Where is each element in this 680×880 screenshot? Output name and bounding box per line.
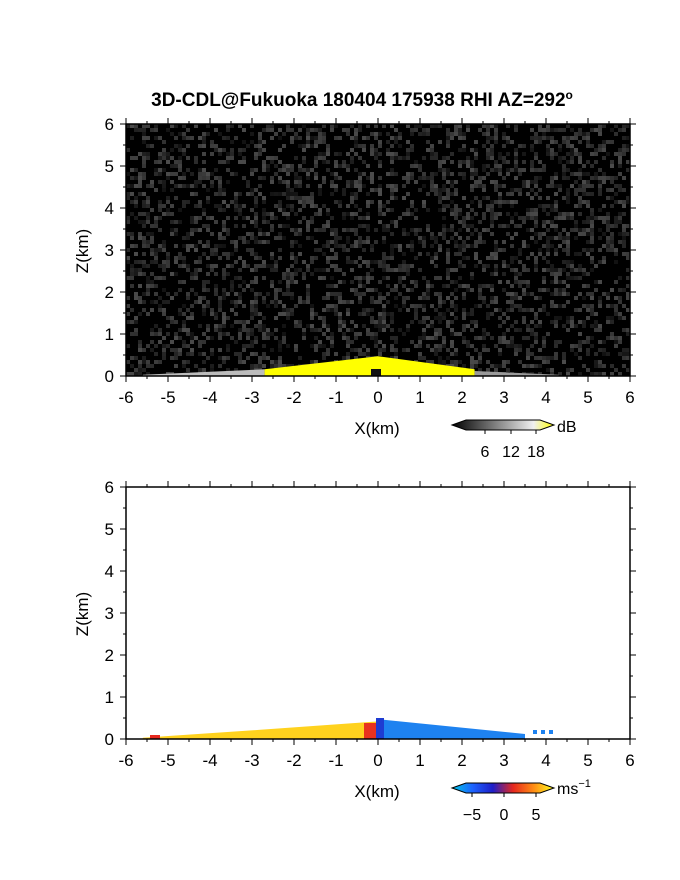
colorbar-tick-label: −5 xyxy=(463,807,481,824)
top-x-tick-label: -5 xyxy=(160,388,175,407)
bottom-y-tick-label: 5 xyxy=(105,520,114,539)
echo-layer xyxy=(142,356,559,376)
bottom-x-tick-label: 0 xyxy=(373,751,382,770)
bottom-x-tick-label: -6 xyxy=(118,751,133,770)
bottom-y-tick-label: 3 xyxy=(105,604,114,623)
bottom-plot-background xyxy=(126,487,630,739)
top-x-tick-label: 6 xyxy=(625,388,634,407)
top-x-tick-labels: -6 -5 -4 -3 -2 -1 0 1 2 3 4 5 6 xyxy=(118,388,634,407)
top-y-tick-label: 0 xyxy=(105,367,114,386)
top-y-axis-label: Z(km) xyxy=(73,229,92,273)
bottom-x-tick-label: 5 xyxy=(583,751,592,770)
top-y-tick-label: 4 xyxy=(105,199,114,218)
top-x-tick-label: -2 xyxy=(286,388,301,407)
bottom-x-tick-label: 1 xyxy=(415,751,424,770)
echo-yellow-center xyxy=(264,356,475,376)
echo-layer xyxy=(142,718,553,739)
bottom-panel: 0 1 2 3 4 5 6 -6 -5 -4 -3 -2 -1 0 1 2 3 … xyxy=(73,478,636,824)
echo-gray-right xyxy=(474,370,559,376)
top-x-tick-label: 0 xyxy=(373,388,382,407)
echo-isolated-pixel xyxy=(541,730,545,734)
bottom-x-tick-label: 2 xyxy=(457,751,466,770)
top-x-tick-label: -6 xyxy=(118,388,133,407)
bottom-x-tick-label: -5 xyxy=(160,751,175,770)
bottom-x-tick-label: -4 xyxy=(202,751,217,770)
top-x-tick-label: -3 xyxy=(244,388,259,407)
top-x-tick-label: 2 xyxy=(457,388,466,407)
top-colorbar: dB 6 12 18 xyxy=(450,419,577,461)
bottom-x-tick-label: 6 xyxy=(625,751,634,770)
echo-negative-velocity xyxy=(378,719,525,739)
echo-red-core xyxy=(364,723,376,739)
top-panel: 0 1 2 3 4 5 6 -6 -5 -4 -3 -2 -1 0 1 2 3 … xyxy=(73,115,636,461)
top-x-axis-label: X(km) xyxy=(354,419,399,438)
top-x-tick-label: -1 xyxy=(328,388,343,407)
bottom-x-tick-label: -1 xyxy=(328,751,343,770)
unit-superscript: −1 xyxy=(578,778,591,790)
top-ticks xyxy=(120,118,636,382)
colorbar-tick-label: 0 xyxy=(500,807,509,824)
colorbar-tick-label: 5 xyxy=(532,807,541,824)
top-x-tick-label: 3 xyxy=(499,388,508,407)
colorbar-tick-label: 6 xyxy=(481,444,490,461)
top-y-tick-label: 3 xyxy=(105,241,114,260)
radar-site-marker xyxy=(371,369,381,376)
echo-isolated-pixel xyxy=(533,730,537,734)
top-x-tick-label: -4 xyxy=(202,388,217,407)
colorbar-tick-label: 18 xyxy=(527,444,545,461)
bottom-y-tick-label: 1 xyxy=(105,688,114,707)
chart-title: 3D-CDL@Fukuoka 180404 175938 RHI AZ=292o xyxy=(151,88,573,111)
bottom-y-tick-label: 2 xyxy=(105,646,114,665)
top-x-tick-label: 1 xyxy=(415,388,424,407)
bottom-x-axis-label: X(km) xyxy=(354,782,399,801)
bottom-colorbar: ms−1 −5 0 5 xyxy=(450,778,591,824)
noise-field xyxy=(126,124,630,376)
bottom-ticks xyxy=(120,481,636,745)
echo-isolated-pixel xyxy=(549,730,553,734)
top-y-tick-label: 5 xyxy=(105,157,114,176)
bottom-y-tick-label: 4 xyxy=(105,562,114,581)
echo-positive-velocity xyxy=(142,721,378,739)
top-y-tick-labels: 0 1 2 3 4 5 6 xyxy=(105,115,114,386)
colorbar-unit: ms−1 xyxy=(557,778,591,798)
echo-dark-blue-core xyxy=(376,718,384,739)
colorbar-body xyxy=(450,782,556,794)
title-degree-superscript: o xyxy=(566,88,573,102)
bottom-x-tick-label: 3 xyxy=(499,751,508,770)
bottom-x-tick-labels: -6 -5 -4 -3 -2 -1 0 1 2 3 4 5 6 xyxy=(118,751,634,770)
top-y-tick-label: 6 xyxy=(105,115,114,134)
bottom-x-tick-label: -3 xyxy=(244,751,259,770)
echo-gray-left xyxy=(142,369,265,376)
top-x-tick-label: 4 xyxy=(541,388,550,407)
colorbar-ticks xyxy=(471,793,537,797)
echo-red-fleck xyxy=(150,735,160,739)
bottom-y-tick-label: 6 xyxy=(105,478,114,497)
bottom-x-tick-label: -2 xyxy=(286,751,301,770)
top-y-tick-label: 2 xyxy=(105,283,114,302)
colorbar-tick-label: 12 xyxy=(502,444,520,461)
colorbar-unit: dB xyxy=(557,419,577,436)
colorbar-ticks xyxy=(484,430,537,434)
bottom-y-tick-label: 0 xyxy=(105,730,114,749)
colorbar-body xyxy=(450,419,556,431)
bottom-x-tick-label: 4 xyxy=(541,751,550,770)
top-y-tick-label: 1 xyxy=(105,325,114,344)
bottom-y-axis-label: Z(km) xyxy=(73,592,92,636)
top-x-tick-label: 5 xyxy=(583,388,592,407)
bottom-y-tick-labels: 0 1 2 3 4 5 6 xyxy=(105,478,114,749)
